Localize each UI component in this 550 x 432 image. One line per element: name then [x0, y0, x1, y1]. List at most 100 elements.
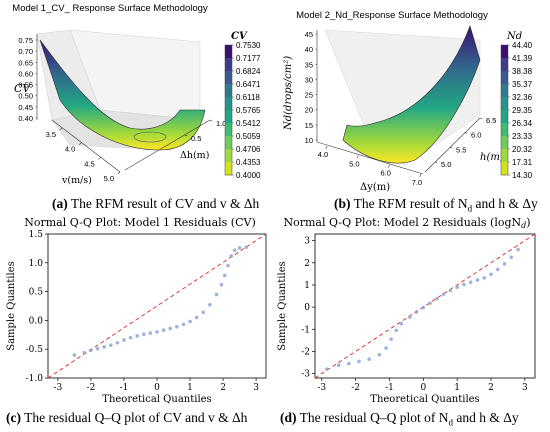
y-axis-label: h(m): [480, 152, 504, 163]
x-tick-label: -2: [87, 383, 96, 393]
colorbar-tick-label: 0.6471: [236, 80, 261, 89]
colorbar-tick-label: 17.31: [512, 158, 533, 167]
colorbar-segment: [225, 97, 232, 111]
data-point: [108, 343, 113, 347]
data-point: [441, 292, 446, 297]
y-tick-label: 1.0: [29, 259, 44, 269]
z-tick-label: 0.55: [18, 81, 33, 90]
x-tick-label: 3.5: [46, 130, 56, 139]
x-tick-label: 4.0: [318, 150, 328, 159]
colorbar-tick-label: 20.32: [512, 145, 533, 154]
x-tick-mark: [419, 173, 422, 177]
data-point: [347, 361, 351, 366]
y-tick-label: 0.5: [29, 288, 44, 298]
data-point: [325, 367, 329, 371]
y-ticks: 5.0 5.5 6.0 6.5: [434, 116, 496, 169]
data-point: [384, 346, 388, 350]
colorbar-segment: [225, 110, 232, 124]
y-tick-mark: [184, 134, 188, 137]
colorbar-label: CV: [231, 31, 248, 42]
colorbar-tick-label: 0.6824: [236, 67, 261, 76]
colorbar-tick-label: 38.38: [512, 67, 533, 76]
x-tick-label: 3: [253, 383, 259, 393]
colorbar-segment: [225, 58, 232, 72]
data-point: [194, 315, 199, 320]
y-tick-label: 0.0: [29, 316, 44, 326]
chart-d-title: Normal Q-Q Plot: Model 2 Residuals (logN…: [283, 216, 530, 230]
x-axis-label: Δy(m): [360, 182, 390, 193]
y-tick-mark: [209, 119, 213, 122]
x-axis: [51, 119, 121, 173]
chart-a-title: Model 1_CV_ Response Surface Methodology: [12, 3, 208, 14]
y-tick-mark: [434, 161, 438, 163]
z-tick-label: 10: [305, 136, 313, 145]
y-axis-label: Sample Quantiles: [6, 261, 17, 351]
data-point: [72, 353, 77, 357]
y-axis-label: Sample Quantiles: [277, 261, 288, 351]
x-tick-mark: [387, 164, 390, 168]
data-point: [462, 282, 466, 287]
data-point: [232, 248, 237, 252]
z-tick-label: 30: [305, 75, 313, 84]
y-tick-label: 0.5: [191, 134, 201, 143]
z-ticks: 45 40 35 30 25 20 15 10: [305, 30, 317, 145]
plot-frame: [47, 233, 267, 379]
data-point: [181, 322, 186, 327]
x-tick-label: 2: [488, 383, 494, 393]
z-tick-label: 0.40: [18, 114, 33, 123]
x-axis-label: Theoretical Quantiles: [370, 394, 479, 405]
y-ticks: 0.5 1.0: [184, 119, 226, 143]
colorbar-tick-label: 29.35: [512, 106, 533, 115]
data-point: [208, 303, 212, 307]
chart-b-title: Model 2_Nd_Response Surface Methodology: [296, 10, 488, 21]
colorbar-segment: [501, 84, 508, 98]
colorbar-tick-label: 0.4000: [236, 171, 261, 180]
data-point: [357, 359, 361, 364]
chart-c: Normal Q-Q Plot: Model 1 Residuals (CV) …: [0, 216, 275, 406]
caption-c: (c) The residual Q–Q plot of CV and v & …: [6, 410, 248, 425]
y-tick-label: 5.0: [441, 160, 451, 169]
colorbar-tick-label: 0.6118: [236, 93, 260, 102]
data-point: [128, 335, 133, 340]
x-tick-label: -1: [120, 383, 129, 393]
surface-nd: [342, 25, 481, 164]
chart-a: Model 1_CV_ Response Surface Methodology…: [0, 0, 275, 200]
z-tick-label: 0.50: [18, 92, 33, 101]
x-tick-label: -3: [54, 383, 63, 393]
data-point: [428, 301, 432, 305]
qq-plot-model-2: Normal Q-Q Plot: Model 2 Residuals (logN…: [277, 216, 536, 405]
colorbar-tick-label: 32.36: [512, 93, 533, 102]
data-point: [516, 247, 520, 252]
colorbar-tick-label: 0.4706: [236, 145, 261, 154]
data-point: [148, 331, 153, 335]
x-ticks: 4.0 5.0 6.0 7.0: [318, 145, 422, 187]
data-point: [222, 273, 227, 278]
data-points: [72, 245, 248, 357]
x-ticks: 3.5 4.0 4.5 5.0: [46, 127, 121, 183]
data-point: [214, 292, 219, 297]
z-axis-label: CV: [14, 82, 31, 95]
colorbar-segment: [501, 136, 508, 150]
colorbar-tick-label: 0.7177: [236, 54, 261, 63]
data-point: [219, 282, 224, 287]
y-tick-label: 1: [304, 281, 310, 291]
z-tick-label: 45: [305, 30, 313, 39]
data-point: [188, 319, 192, 324]
colorbar-nd: 44.40 41.39 38.38 35.37 32.36 29.35 26.34 23.33…: [500, 41, 533, 180]
colorbar-cv: 0.7530 0.7177 0.6824 0.6471 0.6118 0.5765 0.54…: [224, 41, 261, 180]
y-tick-label: 1.0: [216, 119, 226, 128]
data-point: [377, 352, 382, 357]
x-tick-label: 5.0: [349, 159, 359, 168]
x-tick-mark: [356, 155, 359, 159]
x-tick-label: 5.0: [104, 174, 114, 183]
z-tick-label: 35: [305, 60, 313, 69]
colorbar-tick-label: 23.33: [512, 132, 533, 141]
z-tick-label: 15: [305, 121, 313, 130]
y-axis: [124, 119, 211, 171]
data-point: [141, 332, 146, 337]
data-point: [244, 245, 248, 250]
colorbar-segment: [501, 149, 508, 163]
y-tick-label: -0.5: [26, 345, 44, 355]
y-axis: [424, 117, 481, 173]
surface-chart-cv: Model 1_CV_ Response Surface Methodology…: [12, 3, 261, 186]
